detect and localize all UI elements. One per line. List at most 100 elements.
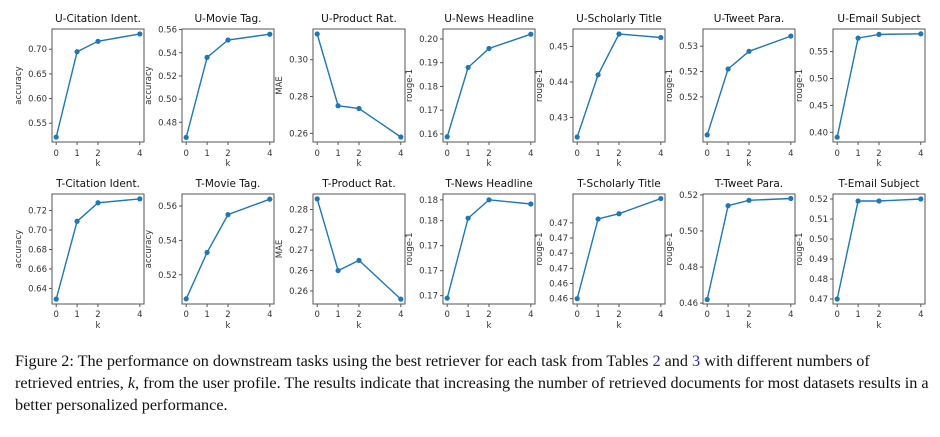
data-point <box>746 197 752 203</box>
x-tick-label: 1 <box>465 310 470 320</box>
x-tick-label: 2 <box>356 149 361 159</box>
y-axis-label: rouge-1 <box>795 233 805 266</box>
data-point <box>574 134 580 140</box>
y-tick-label: 0.26 <box>289 287 308 297</box>
y-tick-label: 0.40 <box>809 128 828 138</box>
caption-mid1: and <box>660 352 693 370</box>
plot-frame <box>442 193 536 305</box>
x-tick-label: 0 <box>444 149 449 159</box>
y-tick-label: 0.20 <box>419 35 438 45</box>
x-axis-label: k <box>877 159 882 169</box>
data-point <box>876 31 882 37</box>
y-axis-label: MAE <box>275 76 285 95</box>
plot-frame <box>702 28 796 143</box>
x-axis-label: k <box>617 159 622 169</box>
data-point <box>204 54 210 60</box>
x-tick-label: 1 <box>725 149 730 159</box>
plot-frame <box>572 28 666 143</box>
x-tick-label: 1 <box>74 149 79 159</box>
y-tick-label: 0.55 <box>28 119 47 129</box>
subplot-t-product-rat: T-Product Rat. 0.26 0.26 0.27 0.27 0.28 0 1 2 4 k M… <box>275 178 406 331</box>
subplot-title: U-Product Rat. <box>321 13 397 25</box>
plot-frame <box>181 193 275 305</box>
x-tick-label: 1 <box>855 149 860 159</box>
data-point <box>855 198 861 204</box>
x-tick-label: 2 <box>486 310 491 320</box>
subplot-title: T-Citation Ident. <box>55 178 140 190</box>
subplot-u-citation-ident: U-Citation Ident. 0.55 0.60 0.65 0.70 0 1 2 4 k ac… <box>14 13 145 169</box>
data-point <box>465 64 471 71</box>
x-tick-label: 4 <box>918 310 923 320</box>
y-tick-label: 0.51 <box>809 215 828 225</box>
x-tick-label: 2 <box>95 149 100 159</box>
y-tick-label: 0.16 <box>419 130 438 140</box>
y-tick-label: 0.47 <box>809 295 828 305</box>
x-tick-label: 0 <box>314 149 319 159</box>
y-tick-label: 0.18 <box>419 196 438 206</box>
data-point <box>137 196 143 202</box>
y-tick-label: 0.70 <box>28 226 47 236</box>
data-point <box>314 31 320 37</box>
data-point <box>616 31 622 37</box>
x-tick-label: 2 <box>876 310 881 320</box>
y-tick-label: 0.65 <box>28 70 47 80</box>
subplot-t-email-subject: T-Email Subject 0.47 0.48 0.49 0.50 0.51 0.52 0… <box>795 178 926 331</box>
subplot-title: U-Movie Tag. <box>195 13 262 25</box>
x-tick-label: 4 <box>788 310 793 320</box>
y-tick-label: 0.50 <box>809 75 828 85</box>
plot-frame <box>312 28 406 143</box>
data-point <box>528 201 534 207</box>
x-tick-label: 0 <box>53 310 58 320</box>
x-tick-label: 4 <box>788 149 793 159</box>
subplot-title: T-News Headline <box>444 178 532 190</box>
table-3-link[interactable]: 3 <box>692 352 701 370</box>
x-tick-label: 2 <box>225 149 230 159</box>
y-axis-label: MAE <box>275 240 285 259</box>
x-tick-label: 4 <box>528 149 533 159</box>
x-tick-label: 0 <box>574 310 579 320</box>
series-line <box>316 198 402 300</box>
y-tick-label: 0.72 <box>28 207 47 217</box>
x-axis-label: k <box>357 159 362 169</box>
data-point <box>95 38 101 44</box>
x-tick-label: 0 <box>704 310 709 320</box>
data-point <box>356 105 362 112</box>
y-tick-label: 0.52 <box>809 195 828 205</box>
data-point <box>398 134 404 140</box>
data-point <box>658 195 664 202</box>
y-tick-label: 0.60 <box>28 95 47 105</box>
subplot-title: U-News Headline <box>444 13 534 25</box>
data-point <box>53 134 59 140</box>
x-tick-label: 4 <box>398 310 403 320</box>
data-point <box>137 31 143 37</box>
x-tick-label: 4 <box>528 310 533 320</box>
y-tick-label: 0.50 <box>158 95 177 105</box>
x-tick-label: 1 <box>335 310 340 320</box>
x-tick-label: 4 <box>918 149 923 159</box>
x-axis-label: k <box>747 159 752 169</box>
y-tick-label: 0.52 <box>158 72 177 82</box>
y-tick-label: 0.48 <box>158 118 177 128</box>
subplot-title: T-Email Subject <box>838 178 920 190</box>
data-point <box>314 196 320 202</box>
y-tick-label: 0.50 <box>809 235 828 245</box>
data-point <box>616 211 622 217</box>
y-tick-label: 0.52 <box>679 68 698 78</box>
y-tick-label: 0.26 <box>289 129 308 139</box>
x-tick-label: 1 <box>204 310 209 320</box>
subplot-t-citation-ident: T-Citation Ident. 0.64 0.66 0.68 0.70 0.72 0 1 2… <box>14 178 145 331</box>
figure-caption: Figure 2: The performance on downstream … <box>15 350 930 416</box>
x-tick-label: 0 <box>183 149 188 159</box>
x-tick-label: 4 <box>267 149 272 159</box>
y-axis-label: rouge-1 <box>795 69 805 102</box>
x-axis-label: k <box>226 159 231 169</box>
x-tick-label: 2 <box>486 149 491 159</box>
data-point <box>595 72 601 78</box>
plot-frame <box>832 28 926 143</box>
y-tick-label: 0.17 <box>419 267 438 277</box>
data-point <box>74 49 80 55</box>
table-2-link[interactable]: 2 <box>652 352 661 370</box>
data-point <box>788 33 794 39</box>
y-tick-label: 0.53 <box>679 42 698 52</box>
plot-frame <box>702 193 796 305</box>
